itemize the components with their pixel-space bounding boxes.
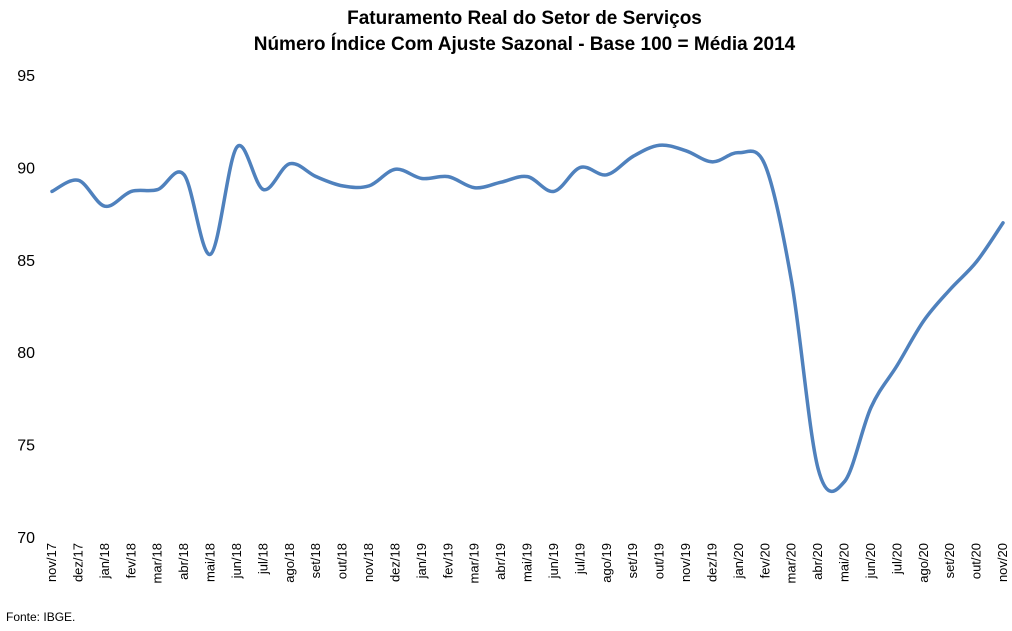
data-point-mar-18 [156, 188, 160, 192]
x-tick-label: ago/19 [599, 543, 614, 583]
data-point-mai-20 [843, 480, 846, 484]
data-point-abr-20 [816, 467, 820, 471]
data-point-jun-20 [869, 406, 873, 410]
x-tick-label: abr/19 [493, 543, 508, 580]
data-point-jul-19 [578, 165, 582, 169]
x-tick-label: out/18 [335, 543, 350, 579]
x-tick-label: set/19 [625, 543, 640, 578]
data-point-mar-20 [790, 280, 794, 284]
data-point-mar-19 [473, 186, 477, 190]
x-tick-label: fev/20 [757, 543, 772, 578]
data-point-dez-19 [710, 160, 714, 164]
y-tick-label: 90 [17, 160, 35, 177]
data-point-nov-18 [367, 184, 371, 188]
y-tick-label: 95 [17, 68, 35, 85]
x-tick-label: mai/20 [837, 543, 852, 582]
x-tick-label: jun/18 [229, 543, 244, 579]
data-point-fev-18 [129, 189, 133, 193]
x-tick-label: fev/19 [440, 543, 455, 578]
x-tick-label: jan/19 [414, 543, 429, 579]
x-tick-label: ago/18 [282, 543, 297, 583]
y-tick-label: 70 [17, 530, 35, 547]
y-tick-label: 75 [17, 438, 35, 455]
plot-area [50, 143, 1005, 494]
data-point-dez-17 [76, 178, 80, 182]
x-tick-label: jul/20 [889, 543, 904, 575]
data-point-nov-19 [684, 149, 688, 153]
x-tick-label: jul/19 [572, 543, 587, 575]
x-tick-label: set/18 [308, 543, 323, 578]
chart-title-line1: Faturamento Real do Setor de Serviços [347, 8, 702, 29]
data-point-set-19 [631, 154, 635, 158]
x-tick-label: jan/18 [97, 543, 112, 579]
data-point-set-20 [948, 287, 952, 291]
x-tick-label: mar/20 [784, 543, 799, 583]
x-tick-label: jun/20 [863, 543, 878, 579]
chart-title: Faturamento Real do Setor de Serviços Nú… [0, 6, 1012, 58]
data-point-jun-18 [235, 145, 239, 149]
data-point-ago-20 [922, 319, 926, 323]
data-point-nov-20 [1001, 221, 1005, 225]
series-line [50, 143, 1005, 494]
data-point-ago-19 [605, 173, 609, 177]
x-tick-label: dez/17 [70, 543, 85, 582]
x-tick-label: dez/18 [387, 543, 402, 582]
data-point-fev-19 [446, 175, 450, 179]
x-tick-label: out/20 [969, 543, 984, 579]
x-tick-label: mar/18 [150, 543, 165, 583]
x-tick-label: mai/18 [203, 543, 218, 582]
x-tick-label: abr/18 [176, 543, 191, 580]
data-point-fev-20 [763, 164, 767, 168]
data-point-out-20 [975, 260, 979, 264]
data-point-jan-19 [420, 176, 424, 180]
data-point-mai-18 [209, 252, 212, 256]
y-tick-label: 85 [17, 253, 35, 270]
data-point-abr-19 [499, 180, 503, 184]
chart-subtitle: Número Índice Com Ajuste Sazonal - Base … [253, 34, 796, 55]
data-point-jan-18 [103, 204, 107, 208]
y-axis: 70 75 80 85 90 95 [17, 68, 35, 547]
data-point-jan-20 [737, 151, 741, 155]
x-tick-label: ago/20 [916, 543, 931, 583]
data-point-nov-17 [50, 189, 54, 193]
data-point-ago-18 [288, 162, 292, 166]
data-point-jul-20 [895, 363, 899, 367]
x-tick-label: mar/19 [467, 543, 482, 583]
y-tick-label: 80 [17, 345, 35, 362]
x-tick-label: nov/17 [44, 543, 59, 582]
data-point-out-19 [658, 143, 662, 147]
data-point-set-18 [314, 175, 318, 179]
x-tick-label: out/19 [652, 543, 667, 579]
x-tick-label: nov/18 [361, 543, 376, 582]
data-point-mai-19 [526, 175, 529, 179]
x-tick-label: mai/19 [520, 543, 535, 582]
data-point-out-18 [341, 184, 345, 188]
x-axis: nov/17 dez/17 jan/18 fev/18 mar/18 abr/18 mai/… [44, 543, 1010, 583]
x-tick-label: jun/19 [546, 543, 561, 579]
x-tick-label: nov/20 [995, 543, 1010, 582]
x-tick-label: set/20 [942, 543, 957, 578]
x-tick-label: dez/19 [704, 543, 719, 582]
source-note: Fonte: IBGE. [6, 610, 76, 624]
data-point-jul-18 [261, 188, 265, 192]
data-point-dez-18 [393, 167, 397, 171]
data-point-jun-19 [552, 189, 556, 193]
data-point-abr-18 [182, 173, 186, 177]
x-tick-label: jan/20 [731, 543, 746, 579]
line-chart: 70 75 80 85 90 95 nov/17 dez/17 jan/18 fev/18 mar… [17, 68, 1010, 583]
x-tick-label: fev/18 [123, 543, 138, 578]
x-tick-label: abr/20 [810, 543, 825, 580]
x-tick-label: nov/19 [678, 543, 693, 582]
x-tick-label: jul/18 [255, 543, 270, 575]
